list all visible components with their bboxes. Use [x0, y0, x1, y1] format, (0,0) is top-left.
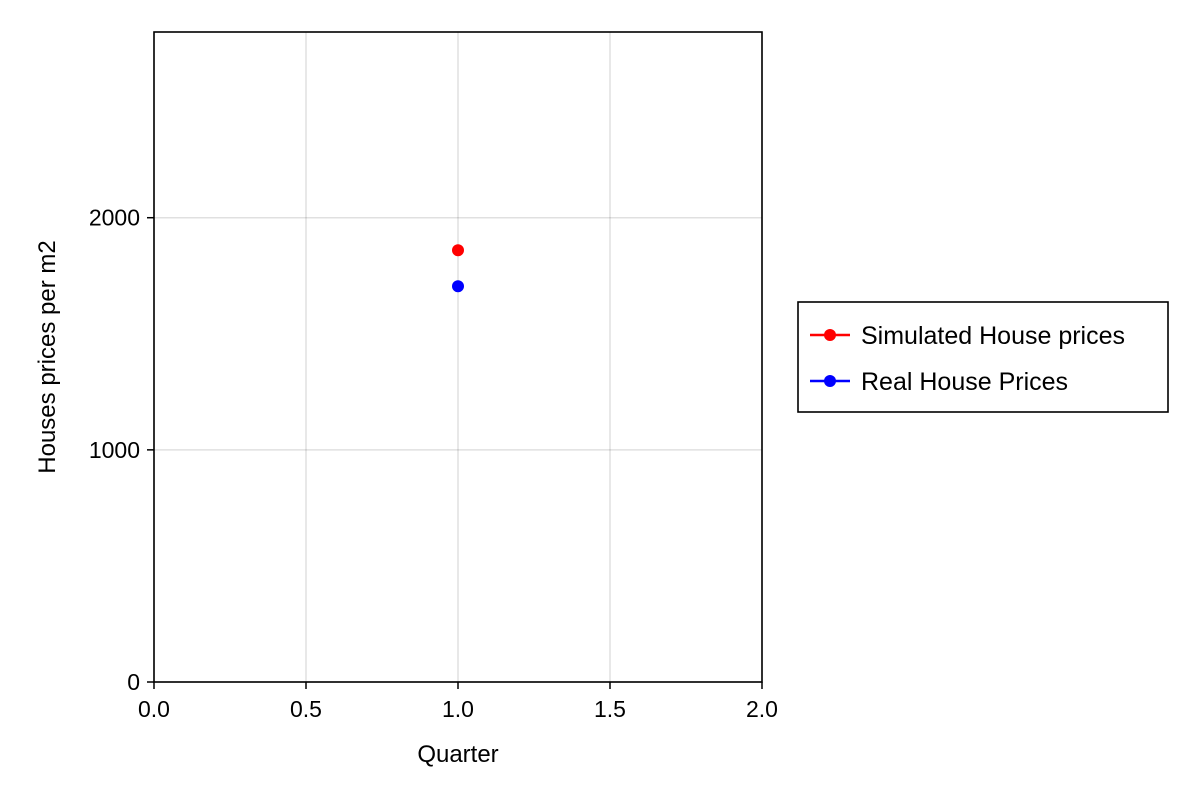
x-tick-label: 0.0: [138, 696, 170, 722]
data-points-layer: [452, 244, 464, 293]
data-point: [452, 280, 464, 293]
legend-marker: [824, 329, 836, 341]
x-tick-label: 2.0: [746, 696, 778, 722]
x-tick-label: 0.5: [290, 696, 322, 722]
grid-layer: [153, 32, 763, 683]
tick-layer: 0.0 0.5 1.0 1.5 2.0 0 1000 2000: [89, 205, 778, 722]
legend-label: Simulated House prices: [861, 322, 1125, 350]
legend-marker: [824, 375, 836, 387]
legend-box: [797, 301, 1169, 413]
legend: Simulated House prices Real House Prices: [797, 301, 1169, 413]
legend-label: Real House Prices: [861, 368, 1068, 396]
y-tick-label: 1000: [89, 437, 140, 463]
x-axis-label: Quarter: [417, 741, 498, 768]
y-tick-label: 2000: [89, 205, 140, 231]
y-axis-label: Houses prices per m2: [34, 240, 61, 473]
y-tick-label: 0: [127, 669, 140, 695]
x-tick-label: 1.0: [442, 696, 474, 722]
x-tick-label: 1.5: [594, 696, 626, 722]
data-point: [452, 244, 464, 257]
